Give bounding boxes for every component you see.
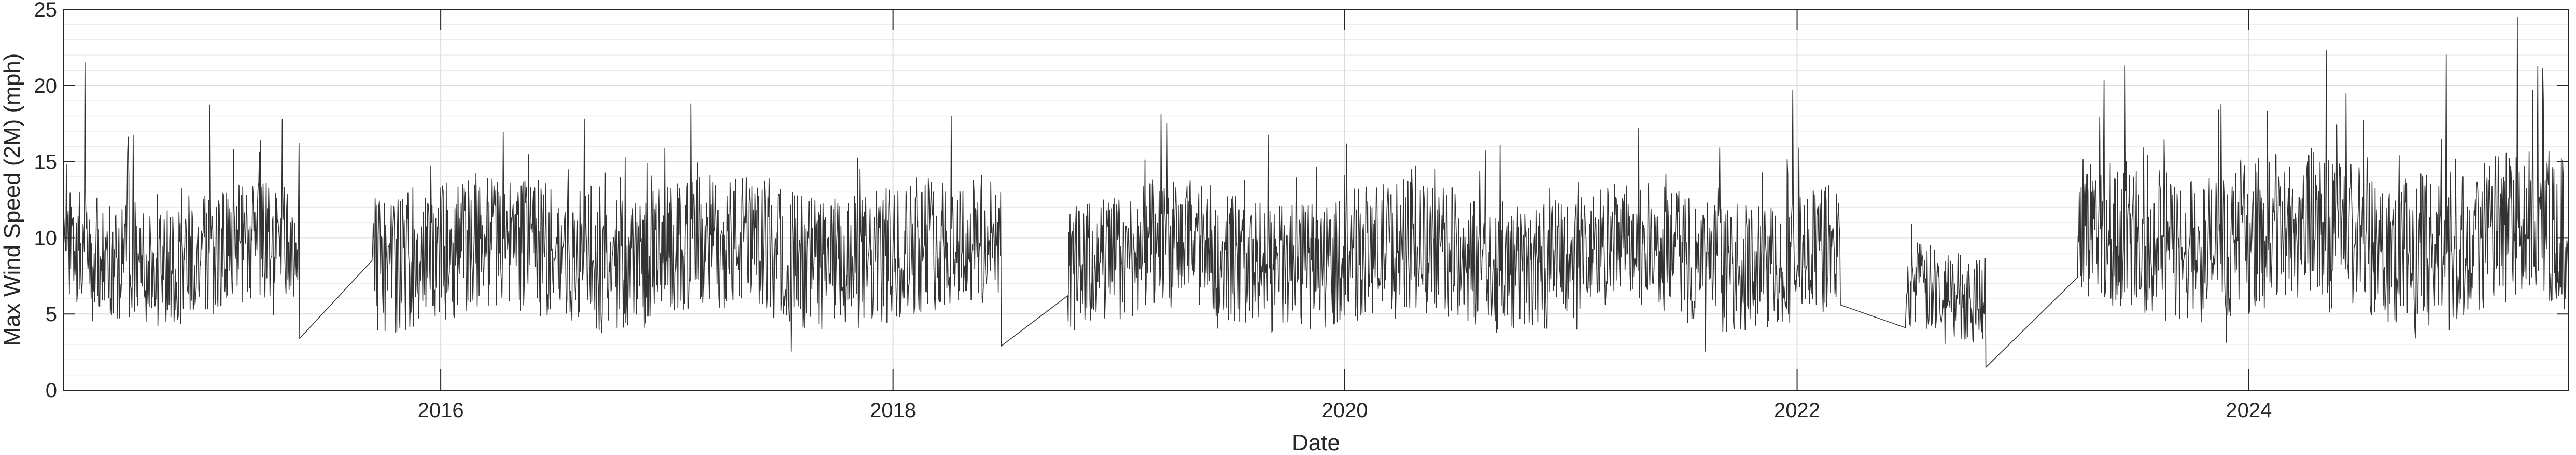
axes — [63, 9, 2569, 391]
y-tick-label: 5 — [46, 303, 57, 326]
axes-box — [63, 9, 2569, 391]
tick-labels: 0 5 10 15 20 25 2016 2018 2020 2022 2024 — [34, 0, 2272, 422]
plot-area — [63, 16, 2569, 368]
x-tick-label: 2016 — [418, 399, 464, 422]
y-axis-label: Max Wind Speed (2M) (mph) — [0, 53, 25, 347]
y-tick-label: 15 — [34, 151, 58, 174]
y-tick-label: 10 — [34, 227, 58, 250]
y-tick-label: 0 — [46, 379, 57, 402]
x-axis-label: Date — [1292, 430, 1340, 455]
series-line — [63, 16, 2569, 368]
y-tick-label: 25 — [34, 0, 58, 21]
x-tick-label: 2022 — [1774, 399, 1820, 422]
y-tick-label: 20 — [34, 75, 58, 98]
x-tick-label: 2018 — [870, 399, 916, 422]
x-tick-label: 2024 — [2226, 399, 2272, 422]
x-tick-label: 2020 — [1322, 399, 1368, 422]
